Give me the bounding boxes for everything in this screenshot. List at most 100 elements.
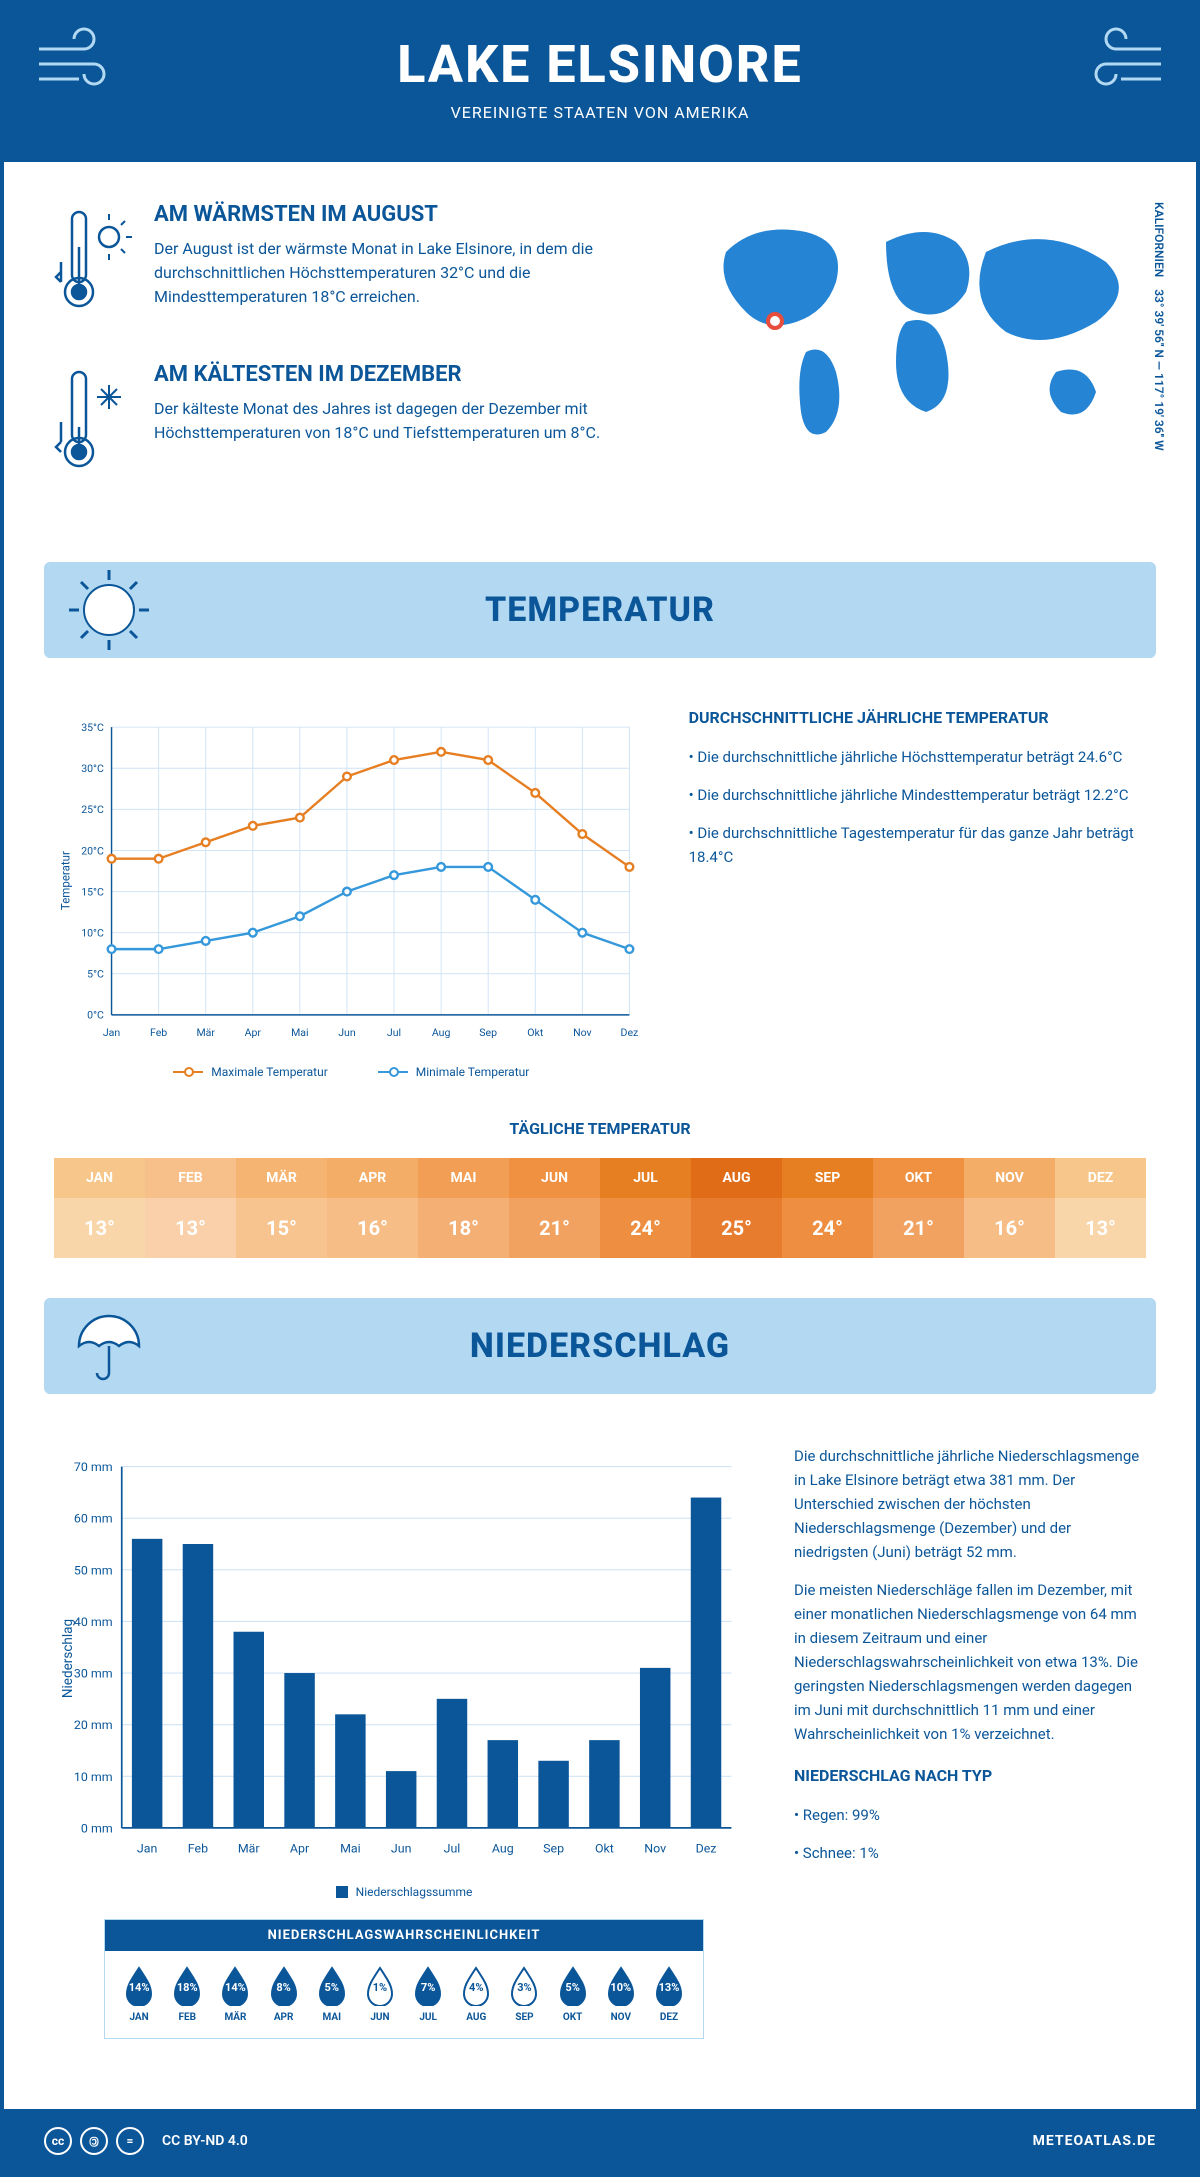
- daily-temp-cell: JUN21°: [509, 1158, 600, 1258]
- license-label: CC BY-ND 4.0: [162, 2133, 248, 2149]
- svg-text:Mär: Mär: [196, 1026, 215, 1039]
- svg-text:Mai: Mai: [291, 1026, 308, 1039]
- precipitation-title: NIEDERSCHLAG: [72, 1326, 1128, 1366]
- location-marker: [766, 312, 784, 330]
- prob-cell: 3%SEP: [500, 1966, 548, 2023]
- wind-icon: [1066, 24, 1166, 104]
- daily-temp-cell: SEP24°: [782, 1158, 873, 1258]
- temperature-chart: 0°C5°C10°C15°C20°C25°C30°C35°CJanFebMärA…: [54, 708, 649, 1079]
- svg-text:Temperatur: Temperatur: [58, 851, 72, 910]
- prob-cell: 4%AUG: [452, 1966, 500, 2023]
- svg-text:Sep: Sep: [479, 1026, 497, 1039]
- precip-body-2: Die meisten Niederschläge fallen im Deze…: [794, 1578, 1146, 1746]
- svg-text:Mär: Mär: [238, 1842, 261, 1857]
- coldest-body: Der kälteste Monat des Jahres ist dagege…: [154, 397, 666, 445]
- svg-text:Jan: Jan: [137, 1842, 158, 1857]
- daily-temp-cell: JUL24°: [600, 1158, 691, 1258]
- cc-by-icon: 🄯: [80, 2127, 108, 2155]
- prob-cell: 7%JUL: [404, 1966, 452, 2023]
- svg-text:Okt: Okt: [595, 1842, 614, 1857]
- svg-text:Mai: Mai: [340, 1842, 361, 1857]
- svg-text:15°C: 15°C: [81, 885, 104, 898]
- thermometer-snowflake-icon: [54, 362, 134, 482]
- svg-text:0°C: 0°C: [87, 1009, 104, 1022]
- page-footer: cc 🄯 = CC BY-ND 4.0 METEOATLAS.DE: [4, 2109, 1196, 2173]
- svg-text:30°C: 30°C: [81, 762, 104, 775]
- precipitation-chart: 0 mm 10 mm 20 mm 30 mm 40 mm 50 mm 60 mm 70 mm J…: [54, 1444, 754, 2079]
- umbrella-icon: [64, 1301, 154, 1391]
- temperature-facts: DURCHSCHNITTLICHE JÄHRLICHE TEMPERATUR •…: [689, 708, 1146, 1079]
- daily-temp-table: JAN13°FEB13°MÄR15°APR16°MAI18°JUN21°JUL2…: [54, 1158, 1146, 1258]
- svg-text:10 mm: 10 mm: [74, 1770, 113, 1785]
- svg-text:50 mm: 50 mm: [74, 1564, 113, 1579]
- daily-temp-cell: MÄR15°: [236, 1158, 327, 1258]
- facts-title: DURCHSCHNITTLICHE JÄHRLICHE TEMPERATUR: [689, 708, 1146, 727]
- coldest-title: AM KÄLTESTEN IM DEZEMBER: [154, 362, 666, 387]
- svg-text:Jul: Jul: [387, 1026, 401, 1039]
- fact-1: • Die durchschnittliche jährliche Höchst…: [689, 745, 1146, 769]
- prob-cell: 10%NOV: [597, 1966, 645, 2023]
- temperature-title: TEMPERATUR: [72, 590, 1128, 630]
- precipitation-facts: Die durchschnittliche jährliche Niedersc…: [794, 1444, 1146, 2079]
- svg-text:25°C: 25°C: [81, 803, 104, 816]
- svg-text:Feb: Feb: [188, 1842, 208, 1857]
- prob-cell: 14%JAN: [115, 1966, 163, 2023]
- legend-max: Maximale Temperatur: [211, 1065, 327, 1079]
- prob-cell: 1%JUN: [356, 1966, 404, 2023]
- daily-temp-cell: OKT21°: [873, 1158, 964, 1258]
- page-title: LAKE ELSINORE: [24, 34, 1176, 95]
- daily-temp-cell: APR16°: [327, 1158, 418, 1258]
- precip-type-2: • Schnee: 1%: [794, 1841, 1146, 1865]
- svg-text:Jan: Jan: [103, 1026, 121, 1039]
- svg-text:Dez: Dez: [696, 1842, 717, 1857]
- svg-text:Aug: Aug: [492, 1842, 514, 1857]
- precipitation-probability-box: NIEDERSCHLAGSWAHRSCHEINLICHKEIT 14%JAN18…: [104, 1919, 704, 2039]
- wind-icon: [34, 24, 134, 104]
- temperature-banner: TEMPERATUR: [44, 562, 1156, 658]
- prob-cell: 5%MAI: [308, 1966, 356, 2023]
- daily-temp-cell: NOV16°: [964, 1158, 1055, 1258]
- svg-text:Okt: Okt: [527, 1026, 544, 1039]
- page-header: LAKE ELSINORE VEREINIGTE STAATEN VON AME…: [4, 4, 1196, 162]
- svg-text:5°C: 5°C: [87, 968, 104, 981]
- daily-temp-cell: MAI18°: [418, 1158, 509, 1258]
- coldest-block: AM KÄLTESTEN IM DEZEMBER Der kälteste Mo…: [54, 362, 666, 482]
- legend-precip: Niederschlagssumme: [356, 1885, 473, 1899]
- daily-temp-cell: DEZ13°: [1055, 1158, 1146, 1258]
- fact-3: • Die durchschnittliche Tagestemperatur …: [689, 821, 1146, 869]
- svg-text:70 mm: 70 mm: [74, 1460, 113, 1475]
- cc-icon: cc: [44, 2127, 72, 2155]
- svg-text:35°C: 35°C: [81, 721, 104, 734]
- intro-section: AM WÄRMSTEN IM AUGUST Der August ist der…: [4, 162, 1196, 562]
- prob-cell: 13%DEZ: [645, 1966, 693, 2023]
- prob-cell: 14%MÄR: [211, 1966, 259, 2023]
- svg-text:Dez: Dez: [621, 1026, 639, 1039]
- cc-nd-icon: =: [116, 2127, 144, 2155]
- svg-text:20 mm: 20 mm: [74, 1718, 113, 1733]
- precip-type-1: • Regen: 99%: [794, 1803, 1146, 1827]
- svg-text:Sep: Sep: [543, 1842, 564, 1857]
- legend-min: Minimale Temperatur: [416, 1065, 530, 1079]
- daily-temp-cell: AUG25°: [691, 1158, 782, 1258]
- daily-temp-cell: JAN13°: [54, 1158, 145, 1258]
- fact-2: • Die durchschnittliche jährliche Mindes…: [689, 783, 1146, 807]
- brand-label: METEOATLAS.DE: [1033, 2133, 1156, 2149]
- svg-text:30 mm: 30 mm: [74, 1667, 113, 1682]
- svg-text:Jun: Jun: [391, 1842, 412, 1857]
- precip-body-1: Die durchschnittliche jährliche Niedersc…: [794, 1444, 1146, 1564]
- precipitation-banner: NIEDERSCHLAG: [44, 1298, 1156, 1394]
- page-subtitle: VEREINIGTE STAATEN VON AMERIKA: [24, 103, 1176, 122]
- region-label: KALIFORNIEN: [1152, 202, 1166, 277]
- warmest-body: Der August ist der wärmste Monat in Lake…: [154, 237, 666, 309]
- warmest-block: AM WÄRMSTEN IM AUGUST Der August ist der…: [54, 202, 666, 322]
- precip-type-title: NIEDERSCHLAG NACH TYP: [794, 1766, 1146, 1785]
- daily-temp-title: TÄGLICHE TEMPERATUR: [54, 1119, 1146, 1138]
- svg-text:60 mm: 60 mm: [74, 1512, 113, 1527]
- svg-text:Niederschlag: Niederschlag: [60, 1619, 76, 1698]
- svg-text:40 mm: 40 mm: [74, 1615, 113, 1630]
- svg-text:10°C: 10°C: [81, 927, 104, 940]
- svg-text:Apr: Apr: [290, 1842, 310, 1857]
- svg-text:Jul: Jul: [444, 1842, 461, 1857]
- svg-text:Apr: Apr: [245, 1026, 262, 1039]
- svg-text:0 mm: 0 mm: [81, 1822, 113, 1837]
